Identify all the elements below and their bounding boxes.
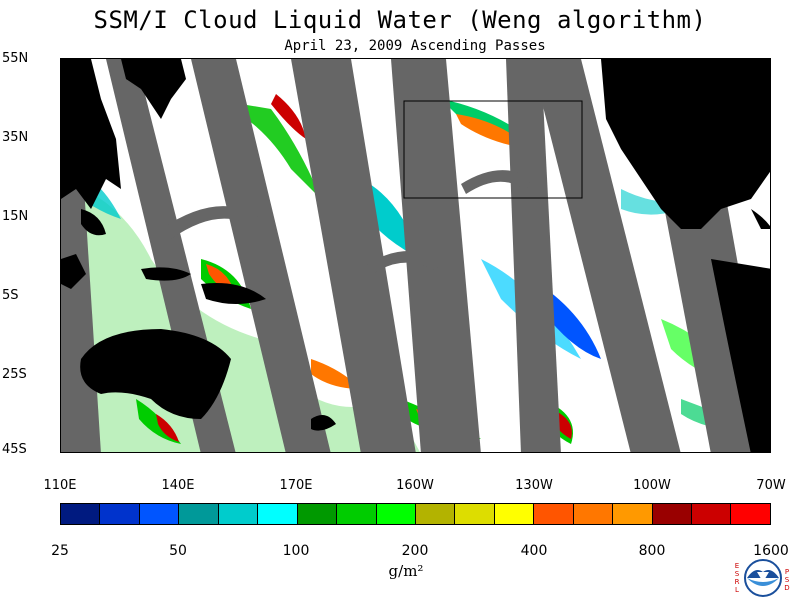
colorbar-label-200: 200 <box>401 543 429 559</box>
colorbar-label-25: 25 <box>51 543 69 559</box>
lat-label-5s: 5S <box>2 288 19 303</box>
lon-label-100w: 100W <box>633 478 671 493</box>
lat-label-25s: 25S <box>2 367 27 382</box>
lon-label-140e: 140E <box>161 478 195 493</box>
colorbar-label-400: 400 <box>520 543 548 559</box>
colorbar-swatch <box>297 504 338 524</box>
map-canvas <box>61 59 770 452</box>
colorbar-swatch <box>731 504 770 524</box>
colorbar-swatch <box>218 504 259 524</box>
lat-label-15n: 15N <box>2 209 29 224</box>
colorbar-swatch <box>415 504 456 524</box>
colorbar-swatch <box>258 504 298 524</box>
colorbar-label-100: 100 <box>282 543 310 559</box>
lon-label-70w: 70W <box>756 478 786 493</box>
colorbar-swatch <box>692 504 732 524</box>
colorbar-label-800: 800 <box>638 543 666 559</box>
colorbar-swatch <box>613 504 653 524</box>
colorbar-swatch <box>573 504 614 524</box>
lon-label-170e: 170E <box>279 478 313 493</box>
colorbar-swatch <box>455 504 495 524</box>
colorbar-swatch <box>179 504 219 524</box>
colorbar-swatch <box>534 504 574 524</box>
color-scale-bar <box>60 503 771 525</box>
land <box>61 59 770 452</box>
colorbar-swatch <box>61 504 101 524</box>
colorbar-swatch <box>652 504 692 524</box>
map-title: SSM/I Cloud Liquid Water (Weng algorithm… <box>93 6 707 34</box>
colorbar-swatch <box>337 504 377 524</box>
lat-label-35n: 35N <box>2 130 29 145</box>
noaa-emblem-icon <box>744 559 782 597</box>
lon-label-130w: 130W <box>515 478 553 493</box>
lat-label-45s: 45S <box>2 442 27 457</box>
lon-label-110e: 110E <box>43 478 77 493</box>
map-subtitle: April 23, 2009 Ascending Passes <box>284 38 546 54</box>
cloud-water-map <box>60 58 771 453</box>
colorbar-swatch <box>494 504 535 524</box>
colorbar-units: g/m² <box>388 562 424 580</box>
lon-label-160w: 160W <box>396 478 434 493</box>
colorbar-label-1600: 1600 <box>753 543 789 559</box>
region-box <box>403 100 583 199</box>
colorbar-swatch <box>139 504 180 524</box>
lat-label-55n: 55N <box>2 51 29 66</box>
colorbar-swatch <box>100 504 140 524</box>
colorbar-swatch <box>376 504 416 524</box>
colorbar-label-50: 50 <box>169 543 187 559</box>
